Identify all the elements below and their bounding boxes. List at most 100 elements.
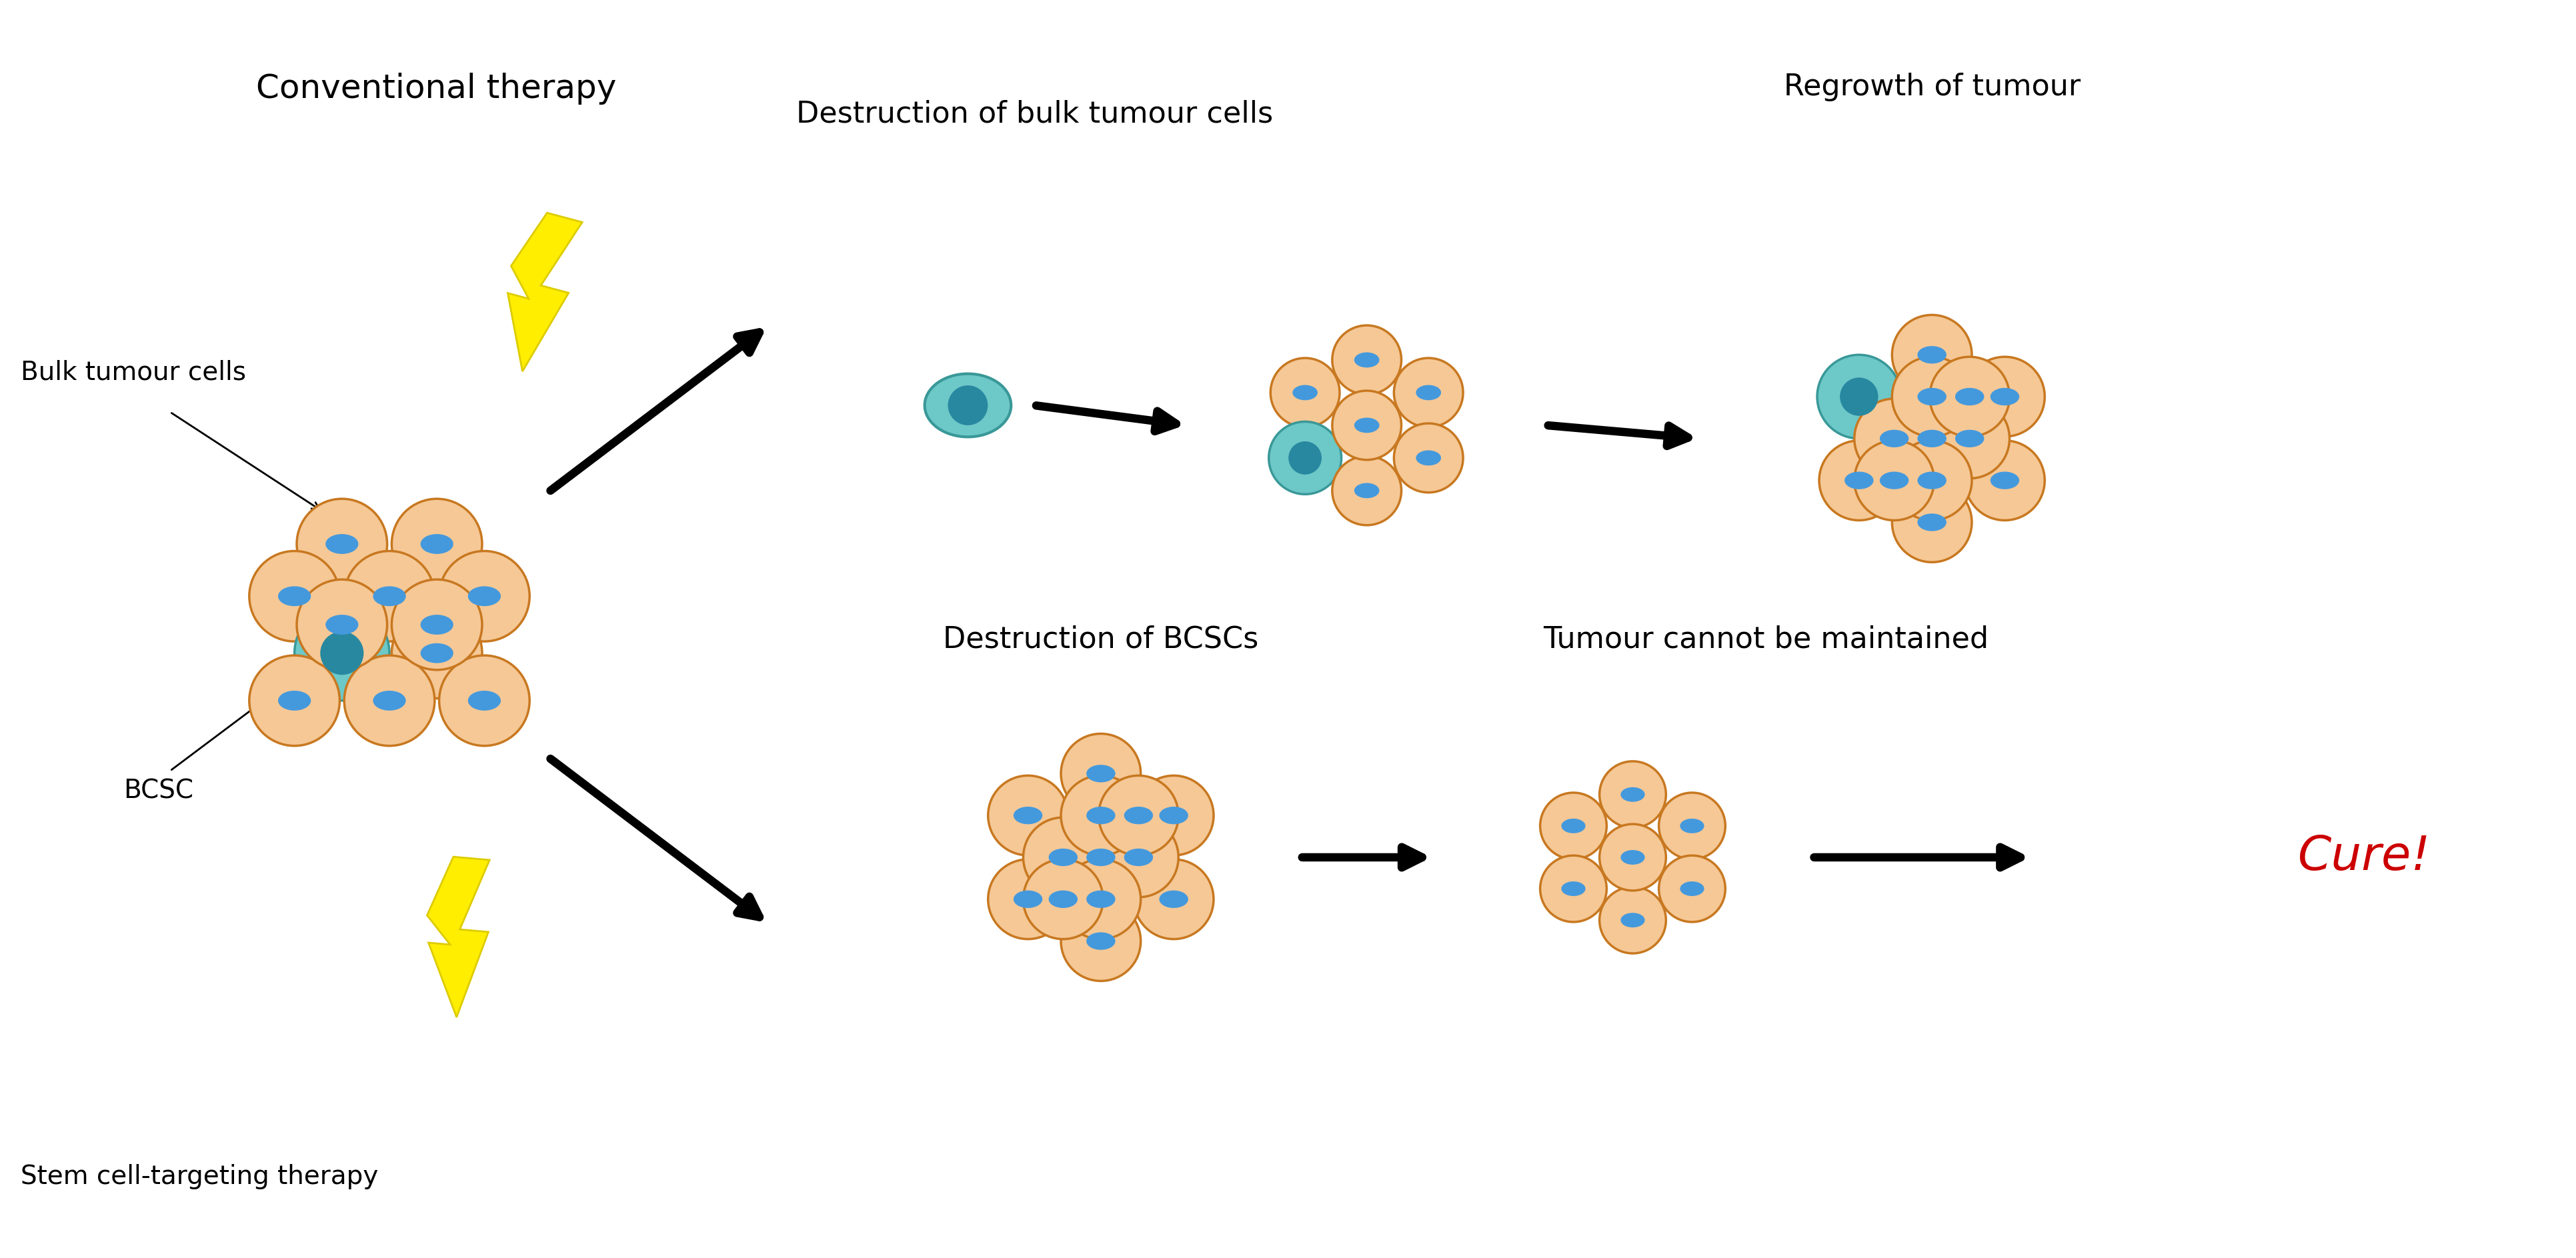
Circle shape xyxy=(1891,357,1971,437)
Ellipse shape xyxy=(1293,385,1319,400)
Circle shape xyxy=(989,859,1069,938)
Circle shape xyxy=(1023,859,1103,938)
Circle shape xyxy=(1288,442,1321,474)
Polygon shape xyxy=(428,857,489,1018)
Circle shape xyxy=(392,580,482,669)
Ellipse shape xyxy=(420,535,453,554)
Circle shape xyxy=(250,655,340,746)
Ellipse shape xyxy=(469,691,500,711)
Circle shape xyxy=(1929,399,2009,478)
Circle shape xyxy=(1061,733,1141,814)
Circle shape xyxy=(1097,818,1177,897)
Circle shape xyxy=(438,655,531,746)
Circle shape xyxy=(392,499,482,589)
Ellipse shape xyxy=(1087,849,1115,866)
Text: Cure!: Cure! xyxy=(2298,834,2432,881)
Circle shape xyxy=(1133,859,1213,938)
Circle shape xyxy=(989,776,1069,855)
Circle shape xyxy=(1061,901,1141,981)
Circle shape xyxy=(1659,855,1726,922)
Ellipse shape xyxy=(374,691,407,711)
Text: Tumour cannot be maintained: Tumour cannot be maintained xyxy=(1543,625,1989,653)
Ellipse shape xyxy=(1159,806,1188,824)
Ellipse shape xyxy=(1955,387,1984,405)
Circle shape xyxy=(1394,359,1463,428)
Circle shape xyxy=(1133,776,1213,855)
Circle shape xyxy=(1061,859,1141,938)
Ellipse shape xyxy=(1012,806,1043,824)
Ellipse shape xyxy=(1087,806,1115,824)
Circle shape xyxy=(1600,824,1667,891)
Text: Destruction of BCSCs: Destruction of BCSCs xyxy=(943,625,1260,653)
Ellipse shape xyxy=(1917,430,1947,448)
Circle shape xyxy=(294,605,389,701)
Circle shape xyxy=(1929,357,2009,437)
Ellipse shape xyxy=(1355,418,1378,433)
Circle shape xyxy=(1540,793,1607,859)
Circle shape xyxy=(1891,440,1971,521)
Circle shape xyxy=(1600,887,1667,954)
Circle shape xyxy=(948,385,987,425)
Circle shape xyxy=(1965,357,2045,437)
Ellipse shape xyxy=(1087,765,1115,782)
Circle shape xyxy=(392,608,482,698)
Ellipse shape xyxy=(1880,430,1909,448)
Ellipse shape xyxy=(1917,346,1947,364)
Circle shape xyxy=(319,632,363,674)
Circle shape xyxy=(1819,440,1899,521)
Circle shape xyxy=(1332,391,1401,460)
Circle shape xyxy=(1891,482,1971,562)
Ellipse shape xyxy=(1917,387,1947,405)
Circle shape xyxy=(1816,355,1901,439)
Ellipse shape xyxy=(325,615,358,634)
Circle shape xyxy=(1891,399,1971,478)
Circle shape xyxy=(1332,457,1401,525)
Circle shape xyxy=(1394,424,1463,492)
Ellipse shape xyxy=(1917,513,1947,531)
Ellipse shape xyxy=(1123,806,1154,824)
Circle shape xyxy=(1855,399,1935,478)
Text: BCSC: BCSC xyxy=(124,779,193,804)
Ellipse shape xyxy=(1417,385,1440,400)
Ellipse shape xyxy=(1620,850,1646,864)
Circle shape xyxy=(345,655,435,746)
Ellipse shape xyxy=(1355,352,1378,367)
Circle shape xyxy=(1097,776,1177,855)
Ellipse shape xyxy=(325,535,358,554)
Ellipse shape xyxy=(374,586,407,606)
Ellipse shape xyxy=(1991,387,2020,405)
Ellipse shape xyxy=(1561,882,1584,896)
Ellipse shape xyxy=(420,643,453,663)
Text: Conventional therapy: Conventional therapy xyxy=(255,73,616,104)
Ellipse shape xyxy=(1844,472,1873,489)
Ellipse shape xyxy=(1955,430,1984,448)
Circle shape xyxy=(1332,326,1401,395)
Ellipse shape xyxy=(1012,891,1043,908)
Ellipse shape xyxy=(1087,932,1115,950)
Ellipse shape xyxy=(1355,483,1378,498)
Ellipse shape xyxy=(1620,788,1646,801)
Ellipse shape xyxy=(925,374,1010,437)
Circle shape xyxy=(345,551,435,642)
Polygon shape xyxy=(507,213,582,371)
Ellipse shape xyxy=(1620,913,1646,927)
Ellipse shape xyxy=(278,691,312,711)
Circle shape xyxy=(1270,359,1340,428)
Ellipse shape xyxy=(1417,450,1440,465)
Circle shape xyxy=(250,551,340,642)
Ellipse shape xyxy=(469,586,500,606)
Ellipse shape xyxy=(278,586,312,606)
Ellipse shape xyxy=(1561,819,1584,833)
Ellipse shape xyxy=(1680,882,1705,896)
Circle shape xyxy=(1839,377,1878,416)
Text: Regrowth of tumour: Regrowth of tumour xyxy=(1783,73,2081,102)
Circle shape xyxy=(438,551,531,642)
Ellipse shape xyxy=(1159,891,1188,908)
Circle shape xyxy=(1061,776,1141,855)
Circle shape xyxy=(1600,761,1667,828)
Circle shape xyxy=(1023,818,1103,897)
Ellipse shape xyxy=(1680,819,1705,833)
Ellipse shape xyxy=(1123,849,1154,866)
Circle shape xyxy=(1965,440,2045,521)
Circle shape xyxy=(1891,314,1971,395)
